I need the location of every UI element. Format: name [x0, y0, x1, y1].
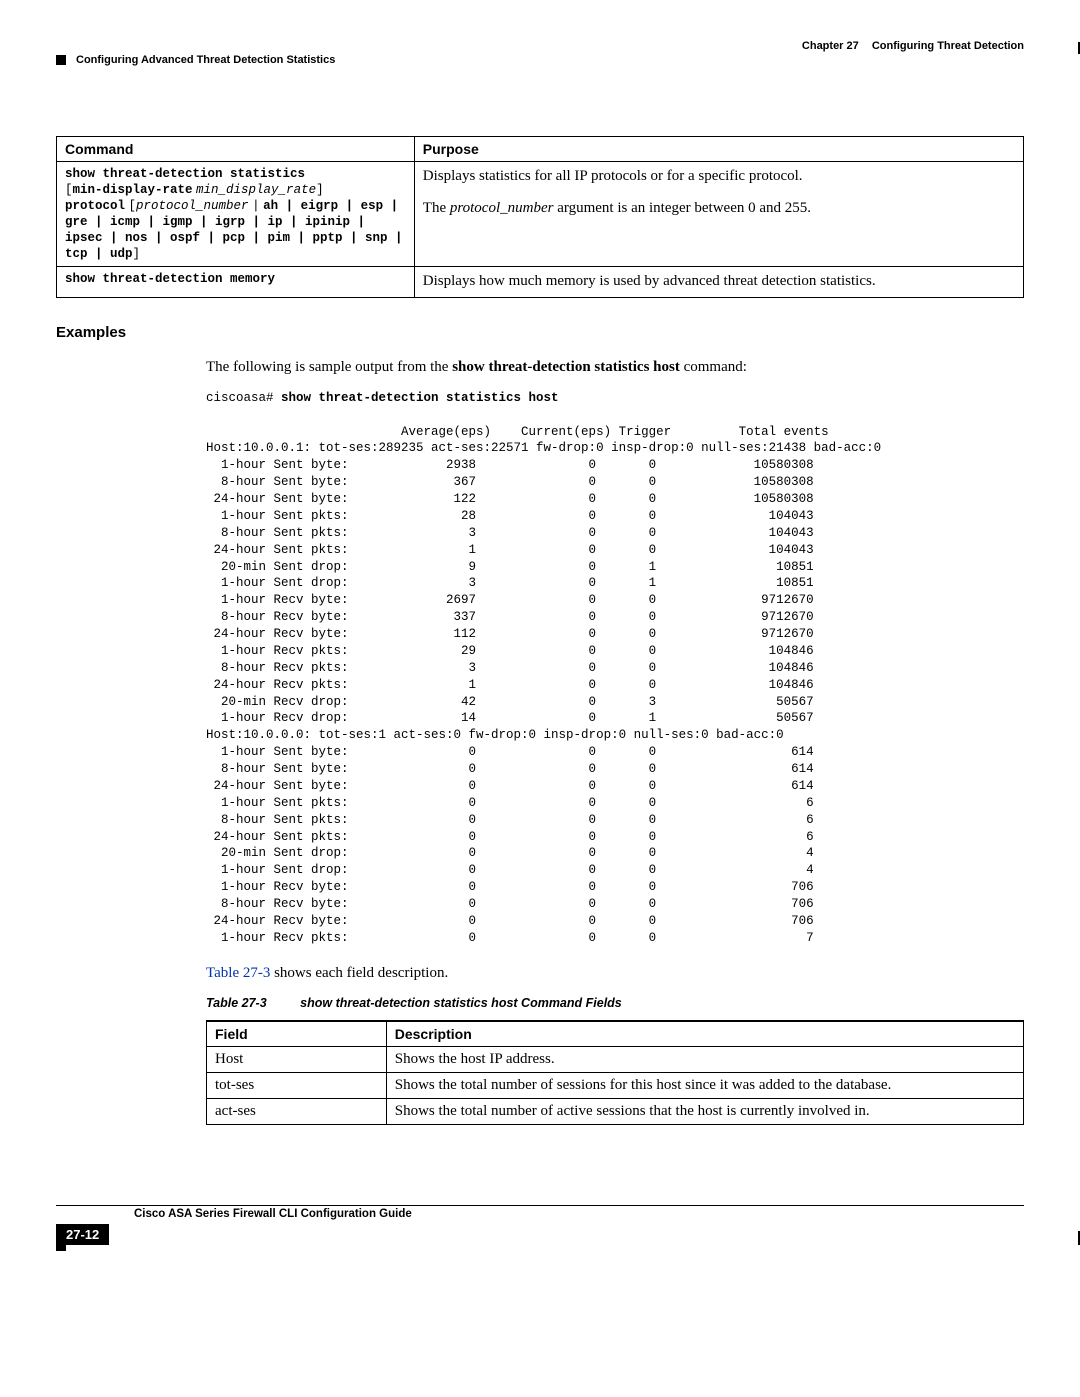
cli-row: 1-hour Recv pkts: 0 0 0 7: [206, 931, 814, 945]
field-name: Host: [207, 1046, 387, 1072]
cli-row: 24-hour Recv byte: 112 0 0 9712670: [206, 627, 814, 641]
cli-row: 1-hour Sent pkts: 0 0 0 6: [206, 796, 814, 810]
fields-table: Field Description Host Shows the host IP…: [206, 1020, 1024, 1125]
command-table: Command Purpose show threat-detection st…: [56, 136, 1024, 298]
fields-table-caption: Table 27-3 show threat-detection statist…: [206, 996, 1024, 1010]
cli-row: 8-hour Recv byte: 337 0 0 9712670: [206, 610, 814, 624]
purpose-text: The: [423, 200, 450, 216]
cli-row: 24-hour Sent byte: 0 0 0 614: [206, 779, 814, 793]
cli-row: 8-hour Sent pkts: 3 0 0 104043: [206, 526, 814, 540]
field-name: tot-ses: [207, 1072, 387, 1098]
chapter-title: Configuring Threat Detection: [872, 40, 1024, 52]
purpose-line: Displays how much memory is used by adva…: [423, 273, 876, 289]
cli-row: 20-min Recv drop: 42 0 3 50567: [206, 695, 814, 709]
cmd-arg: protocol_number: [136, 199, 249, 213]
field-description: Shows the host IP address.: [386, 1046, 1023, 1072]
purpose-text: argument is an integer between 0 and 255…: [553, 200, 811, 216]
cli-row: 24-hour Sent pkts: 0 0 0 6: [206, 830, 814, 844]
cli-row: 24-hour Sent pkts: 1 0 0 104043: [206, 543, 814, 557]
command-header: Command: [57, 137, 415, 162]
intro-command-bold: show threat-detection statistics host: [452, 359, 680, 375]
cmd-arg: min_display_rate: [196, 183, 316, 197]
cli-host1-header: Host:10.0.0.1: tot-ses:289235 act-ses:22…: [206, 441, 881, 455]
table-row: tot-ses Shows the total number of sessio…: [207, 1072, 1024, 1098]
purpose-header: Purpose: [414, 137, 1023, 162]
chapter-label: Chapter 27: [802, 40, 859, 52]
section-title: Configuring Advanced Threat Detection St…: [76, 54, 335, 66]
cli-row: 24-hour Recv pkts: 1 0 0 104846: [206, 678, 814, 692]
cli-host2-header: Host:10.0.0.0: tot-ses:1 act-ses:0 fw-dr…: [206, 728, 784, 742]
cli-output: ciscoasa# show threat-detection statisti…: [206, 390, 1024, 947]
cli-row: 1-hour Sent byte: 2938 0 0 10580308: [206, 458, 814, 472]
page-subheader: Configuring Advanced Threat Detection St…: [56, 54, 1024, 66]
purpose-arg: protocol_number: [450, 200, 554, 216]
cmd-text: show threat-detection statistics: [65, 167, 305, 181]
intro-text: command:: [680, 359, 747, 375]
page-footer: Cisco ASA Series Firewall CLI Configurat…: [56, 1205, 1024, 1245]
cli-row: 1-hour Sent drop: 0 0 0 4: [206, 863, 814, 877]
cli-row: 8-hour Sent byte: 0 0 0 614: [206, 762, 814, 776]
caption-label: Table 27-3: [206, 996, 267, 1010]
purpose-line: Displays statistics for all IP protocols…: [423, 166, 1015, 188]
field-header: Field: [207, 1021, 387, 1047]
cli-row: 8-hour Sent pkts: 0 0 0 6: [206, 813, 814, 827]
field-description: Shows the total number of sessions for t…: [386, 1072, 1023, 1098]
table-reference: Table 27-3 shows each field description.: [206, 965, 1024, 982]
cli-row: 1-hour Sent byte: 0 0 0 614: [206, 745, 814, 759]
footer-guide-title: Cisco ASA Series Firewall CLI Configurat…: [56, 1205, 1024, 1220]
cli-row: 1-hour Recv byte: 2697 0 0 9712670: [206, 593, 814, 607]
table-row: Host Shows the host IP address.: [207, 1046, 1024, 1072]
cli-col-header: Average(eps) Current(eps) Trigger Total …: [206, 425, 829, 439]
cli-row: 1-hour Sent pkts: 28 0 0 104043: [206, 509, 814, 523]
cli-row: 20-min Sent drop: 0 0 0 4: [206, 846, 814, 860]
cli-command: show threat-detection statistics host: [281, 391, 559, 405]
cli-row: 1-hour Sent drop: 3 0 1 10851: [206, 576, 814, 590]
table-row: show threat-detection statistics [min-di…: [57, 162, 1024, 267]
caption-title: show threat-detection statistics host Co…: [300, 996, 622, 1010]
description-header: Description: [386, 1021, 1023, 1047]
cli-row: 24-hour Sent byte: 122 0 0 10580308: [206, 492, 814, 506]
cli-row: 20-min Sent drop: 9 0 1 10851: [206, 560, 814, 574]
header-left-bullet-icon: [56, 55, 66, 65]
page-header: Chapter 27 Configuring Threat Detection: [56, 40, 1024, 52]
cli-prompt: ciscoasa#: [206, 391, 281, 405]
field-name: act-ses: [207, 1098, 387, 1124]
cmd-text: protocol: [65, 199, 125, 213]
field-description: Shows the total number of active session…: [386, 1098, 1023, 1124]
cli-row: 24-hour Recv byte: 0 0 0 706: [206, 914, 814, 928]
intro-paragraph: The following is sample output from the …: [206, 359, 1024, 376]
cli-row: 8-hour Recv pkts: 3 0 0 104846: [206, 661, 814, 675]
cli-row: 8-hour Recv byte: 0 0 0 706: [206, 897, 814, 911]
table-row: show threat-detection memory Displays ho…: [57, 267, 1024, 298]
cli-row: 1-hour Recv pkts: 29 0 0 104846: [206, 644, 814, 658]
table-ref-text: shows each field description.: [270, 965, 448, 981]
cli-row: 1-hour Recv drop: 14 0 1 50567: [206, 711, 814, 725]
cmd-text: min-display-rate: [73, 183, 193, 197]
cli-row: 1-hour Recv byte: 0 0 0 706: [206, 880, 814, 894]
cli-row: 8-hour Sent byte: 367 0 0 10580308: [206, 475, 814, 489]
footer-left-bullet-icon: [56, 1241, 66, 1251]
cmd-text: show threat-detection memory: [65, 272, 275, 286]
intro-text: The following is sample output from the: [206, 359, 452, 375]
table-ref-link[interactable]: Table 27-3: [206, 965, 270, 981]
table-row: act-ses Shows the total number of active…: [207, 1098, 1024, 1124]
examples-heading: Examples: [56, 324, 1024, 341]
